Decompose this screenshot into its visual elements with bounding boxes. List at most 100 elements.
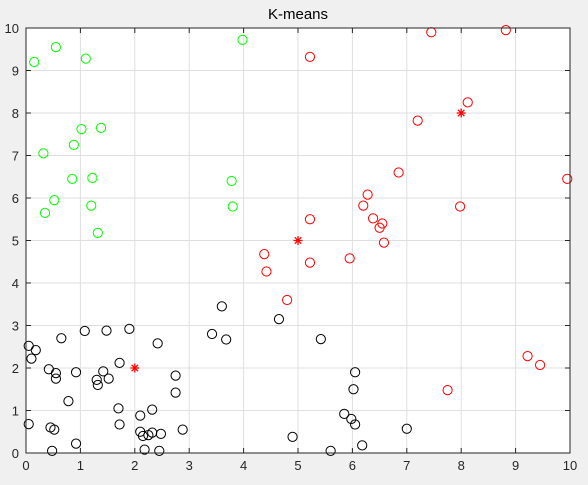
y-tick-label: 1 [12,404,19,419]
data-point [76,124,87,135]
y-tick-label: 4 [12,276,19,291]
data-point [221,334,232,345]
data-point [155,428,167,439]
data-point [170,387,181,398]
data-point [339,408,350,419]
data-point [227,201,238,212]
data-point [237,34,248,46]
data-point [374,222,385,233]
data-point [346,413,357,425]
data-point [287,431,298,442]
data-point [92,379,103,391]
data-point [49,195,60,206]
data-point [79,325,90,337]
x-tick-labels: 0 1 2 3 4 5 6 7 8 9 10 [22,458,577,473]
data-point [206,328,218,340]
data-point [344,253,355,264]
y-tick-label: 7 [12,149,19,164]
data-point [63,396,74,407]
data-point [362,189,373,200]
x-tick-label: 7 [403,458,410,473]
data-point [401,423,412,434]
data-point [348,384,359,395]
data-point [226,175,237,187]
y-tick-label: 2 [12,361,19,376]
data-point [154,445,165,456]
x-tick-label: 0 [22,458,29,473]
data-point [152,338,163,349]
data-point [393,167,404,178]
data-point [101,325,112,336]
y-tick-label: 0 [12,446,19,461]
data-point [38,148,49,159]
data-point [137,430,149,442]
data-point [170,370,181,381]
x-tick-label: 4 [240,458,247,473]
data-point [26,353,37,364]
x-tick-label: 10 [563,458,577,473]
data-point [522,351,533,362]
data-point [135,410,146,421]
data-point [39,207,51,218]
data-point [92,227,103,238]
plot-border [25,27,571,454]
data-point [139,444,150,455]
data-point [273,314,285,325]
centroid-asterisk [293,236,303,245]
data-point [29,56,40,68]
data-point [462,97,473,108]
data-point [70,438,82,449]
data-point [47,445,58,456]
data-points [23,25,573,456]
data-point [95,122,107,133]
data-point [304,51,316,63]
y-tick-labels: 0 1 2 3 4 5 6 7 8 9 10 [5,21,19,461]
data-point [304,257,316,268]
x-tick-label: 3 [186,458,193,473]
y-tick-label: 8 [12,106,19,121]
data-point [562,173,573,184]
data-point [91,374,102,385]
data-point [50,368,62,379]
data-point [315,334,326,345]
centroid-asterisk [130,363,140,373]
x-tick-label: 6 [349,458,356,473]
chart-title: K-means [268,6,328,23]
data-point [378,237,390,248]
data-point [49,424,60,435]
data-point [442,385,453,396]
y-tick-label: 5 [12,234,19,249]
data-point [261,266,272,277]
data-point [50,42,62,53]
data-point [325,445,336,456]
data-point [350,419,361,430]
data-point [50,373,62,384]
data-point [259,249,270,260]
data-point [412,115,423,126]
data-point [114,419,125,430]
y-tick-label: 10 [5,21,19,36]
data-point [23,419,34,430]
data-point [357,440,368,451]
data-point [367,213,379,224]
data-point [56,333,67,344]
data-point [114,357,125,368]
data-point [216,301,227,312]
x-tick-label: 1 [77,458,84,473]
centroid-markers [130,108,466,373]
x-tick-label: 8 [458,458,465,473]
data-point [350,367,361,378]
x-tick-label: 9 [512,458,519,473]
y-tick-label: 9 [12,64,19,79]
data-point [113,403,124,414]
data-point [455,201,466,212]
data-point [68,139,79,150]
data-point [534,359,546,371]
x-tick-label: 2 [131,458,138,473]
centroid-asterisk [456,108,466,118]
y-tick-label: 6 [12,191,19,206]
data-point [177,424,188,435]
data-point [70,367,82,378]
data-point [87,172,98,184]
